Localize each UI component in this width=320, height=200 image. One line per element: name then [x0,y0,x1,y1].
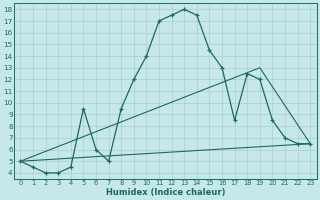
X-axis label: Humidex (Indice chaleur): Humidex (Indice chaleur) [106,188,225,197]
